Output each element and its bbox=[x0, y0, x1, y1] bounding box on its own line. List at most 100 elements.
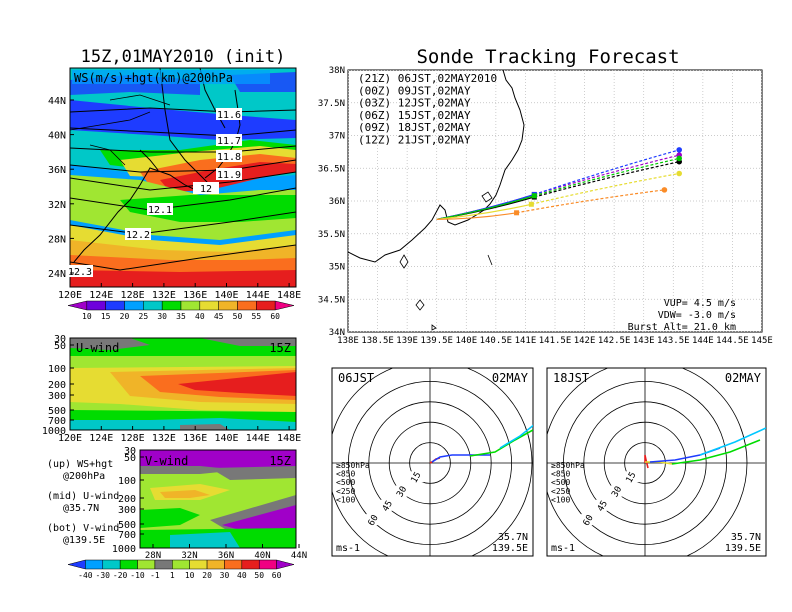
tracking-legend: (21Z) 06JST,02MAY2010(00Z) 09JST,02MAY(0… bbox=[358, 72, 497, 147]
vup-text: VUP= 4.5 m/s bbox=[664, 298, 736, 309]
track-legend-entry: (06Z) 15JST,02MAY bbox=[358, 109, 471, 122]
track-legend-entry: (03Z) 12JST,02MAY bbox=[358, 97, 471, 110]
ring-label: 60 bbox=[582, 513, 596, 527]
v-wind-lat-axis: 28N 32N 36N 40N 44N bbox=[145, 544, 307, 561]
colorbar-label: 30 bbox=[220, 571, 230, 580]
colorbar-swatch bbox=[172, 559, 190, 570]
colorbar-label: 55 bbox=[252, 312, 262, 321]
pressure-tick-label: 30 bbox=[54, 334, 66, 345]
track-descent bbox=[534, 149, 680, 196]
lat-tick-label: 32N bbox=[181, 551, 197, 561]
lon-tick-label: 145E bbox=[751, 336, 773, 346]
colorbar-swatch bbox=[241, 559, 260, 570]
pressure-tick-label: 50 bbox=[54, 341, 66, 352]
legend-bot: (bot) V-wind bbox=[47, 523, 119, 534]
pressure-tick-label: 1000 bbox=[112, 544, 136, 555]
polar2-date: 02MAY bbox=[725, 371, 762, 385]
polar-legend-entry: <500 bbox=[336, 478, 355, 487]
ring-label-box bbox=[622, 471, 639, 483]
colorbar-label: 1 bbox=[170, 571, 175, 580]
lon-tick-label: 132E bbox=[152, 290, 176, 301]
polar-legend-entry: <100 bbox=[336, 495, 355, 504]
lat-tick-label: 24N bbox=[48, 269, 66, 280]
contour-label-box bbox=[216, 168, 242, 180]
track-ascent bbox=[436, 212, 517, 220]
contour-label: 12 bbox=[200, 184, 212, 195]
pressure-tick-label: 100 bbox=[118, 476, 136, 487]
ws-lat-axis: 44N 40N 36N 32N 28N 24N bbox=[48, 96, 74, 280]
lon-tick-label: 139E bbox=[396, 336, 418, 346]
contour-label-box bbox=[216, 134, 242, 146]
polar2-lat: 35.7N bbox=[731, 532, 761, 543]
lat-tick-label: 36N bbox=[329, 197, 345, 207]
landing-marker bbox=[676, 170, 682, 177]
colorbar-swatch bbox=[224, 559, 243, 570]
colorbar-swatch bbox=[86, 300, 106, 311]
lat-tick-label: 36N bbox=[48, 165, 66, 176]
colorbar-label: 30 bbox=[157, 312, 167, 321]
lon-tick-label: 141.5E bbox=[539, 336, 572, 346]
colorbar-swatch bbox=[67, 559, 86, 570]
wind-hodograph bbox=[469, 429, 533, 457]
colorbar-label: -40 bbox=[78, 571, 93, 580]
colorbar-swatch bbox=[206, 559, 225, 570]
colorbar-swatch bbox=[256, 300, 276, 311]
lon-tick-label: 143.5E bbox=[657, 336, 690, 346]
lon-tick-label: 136E bbox=[183, 290, 207, 301]
polar-legend-entry: ≥850hPa bbox=[336, 461, 370, 470]
colorbar-label: 25 bbox=[139, 312, 149, 321]
v-wind-time: 15Z bbox=[269, 454, 291, 468]
polar1-lat: 35.7N bbox=[498, 532, 528, 543]
lon-tick-label: 120E bbox=[58, 433, 82, 444]
tracking-map-panel: 38N 37.5N 37N 36.5N 36N 35.5N 35N 34.5N 34N 138E… bbox=[318, 66, 773, 346]
burst-marker bbox=[528, 201, 534, 207]
track-ascent bbox=[436, 195, 535, 220]
u-wind-label: U-wind bbox=[76, 341, 119, 355]
lat-tick-label: 32N bbox=[48, 200, 66, 211]
landing-marker bbox=[661, 187, 668, 193]
v-wind-label: V-wind bbox=[145, 454, 188, 468]
polar2-lon: 139.5E bbox=[725, 543, 761, 554]
polar-legend-entry: <500 bbox=[551, 478, 570, 487]
colorbar-swatch bbox=[154, 559, 173, 570]
polar-legend-entry: <250 bbox=[336, 487, 355, 496]
pressure-tick-label: 200 bbox=[118, 494, 136, 505]
contour-label: 12.2 bbox=[126, 230, 150, 241]
pressure-tick-label: 1000 bbox=[42, 426, 66, 437]
colorbar-swatch bbox=[189, 559, 208, 570]
lon-tick-label: 142E bbox=[574, 336, 596, 346]
colorbar-swatch bbox=[237, 300, 257, 311]
pressure-tick-label: 300 bbox=[118, 505, 136, 516]
pressure-tick-label: 700 bbox=[48, 416, 66, 427]
colorbar-swatch bbox=[105, 300, 125, 311]
lon-tick-label: 124E bbox=[89, 290, 113, 301]
lat-tick-label: 35.5N bbox=[318, 230, 345, 240]
colorbar-label: 45 bbox=[214, 312, 224, 321]
track-legend-entry: (12Z) 21JST,02MAY bbox=[358, 134, 471, 147]
burst-marker bbox=[531, 193, 537, 199]
colorbar-label: -10 bbox=[130, 571, 145, 580]
lat-tick-label: 36N bbox=[218, 551, 234, 561]
lon-tick-label: 148E bbox=[277, 290, 301, 301]
ring-label-box bbox=[379, 499, 396, 511]
colorbar-swatch bbox=[67, 300, 88, 311]
lon-tick-label: 142.5E bbox=[598, 336, 631, 346]
lon-tick-label: 144E bbox=[246, 433, 270, 444]
polar1-lon: 139.5E bbox=[492, 543, 528, 554]
colorbar-swatch bbox=[124, 300, 144, 311]
lon-tick-label: 138E bbox=[337, 336, 359, 346]
panel-legend: (up) WS+hgt @200hPa (mid) U-wind @35.7N … bbox=[47, 459, 119, 546]
burst-marker bbox=[514, 210, 520, 216]
lon-tick-label: 144E bbox=[692, 336, 714, 346]
wind-hodograph bbox=[499, 424, 533, 449]
lat-tick-label: 35N bbox=[329, 263, 345, 273]
lat-tick-label: 40N bbox=[48, 131, 66, 142]
landing-marker bbox=[676, 147, 682, 153]
pressure-tick-label: 100 bbox=[48, 364, 66, 375]
pressure-tick-label: 500 bbox=[118, 520, 136, 531]
ws-lon-axis: 120E 124E 128E 132E 136E 140E 144E 148E bbox=[58, 283, 301, 301]
